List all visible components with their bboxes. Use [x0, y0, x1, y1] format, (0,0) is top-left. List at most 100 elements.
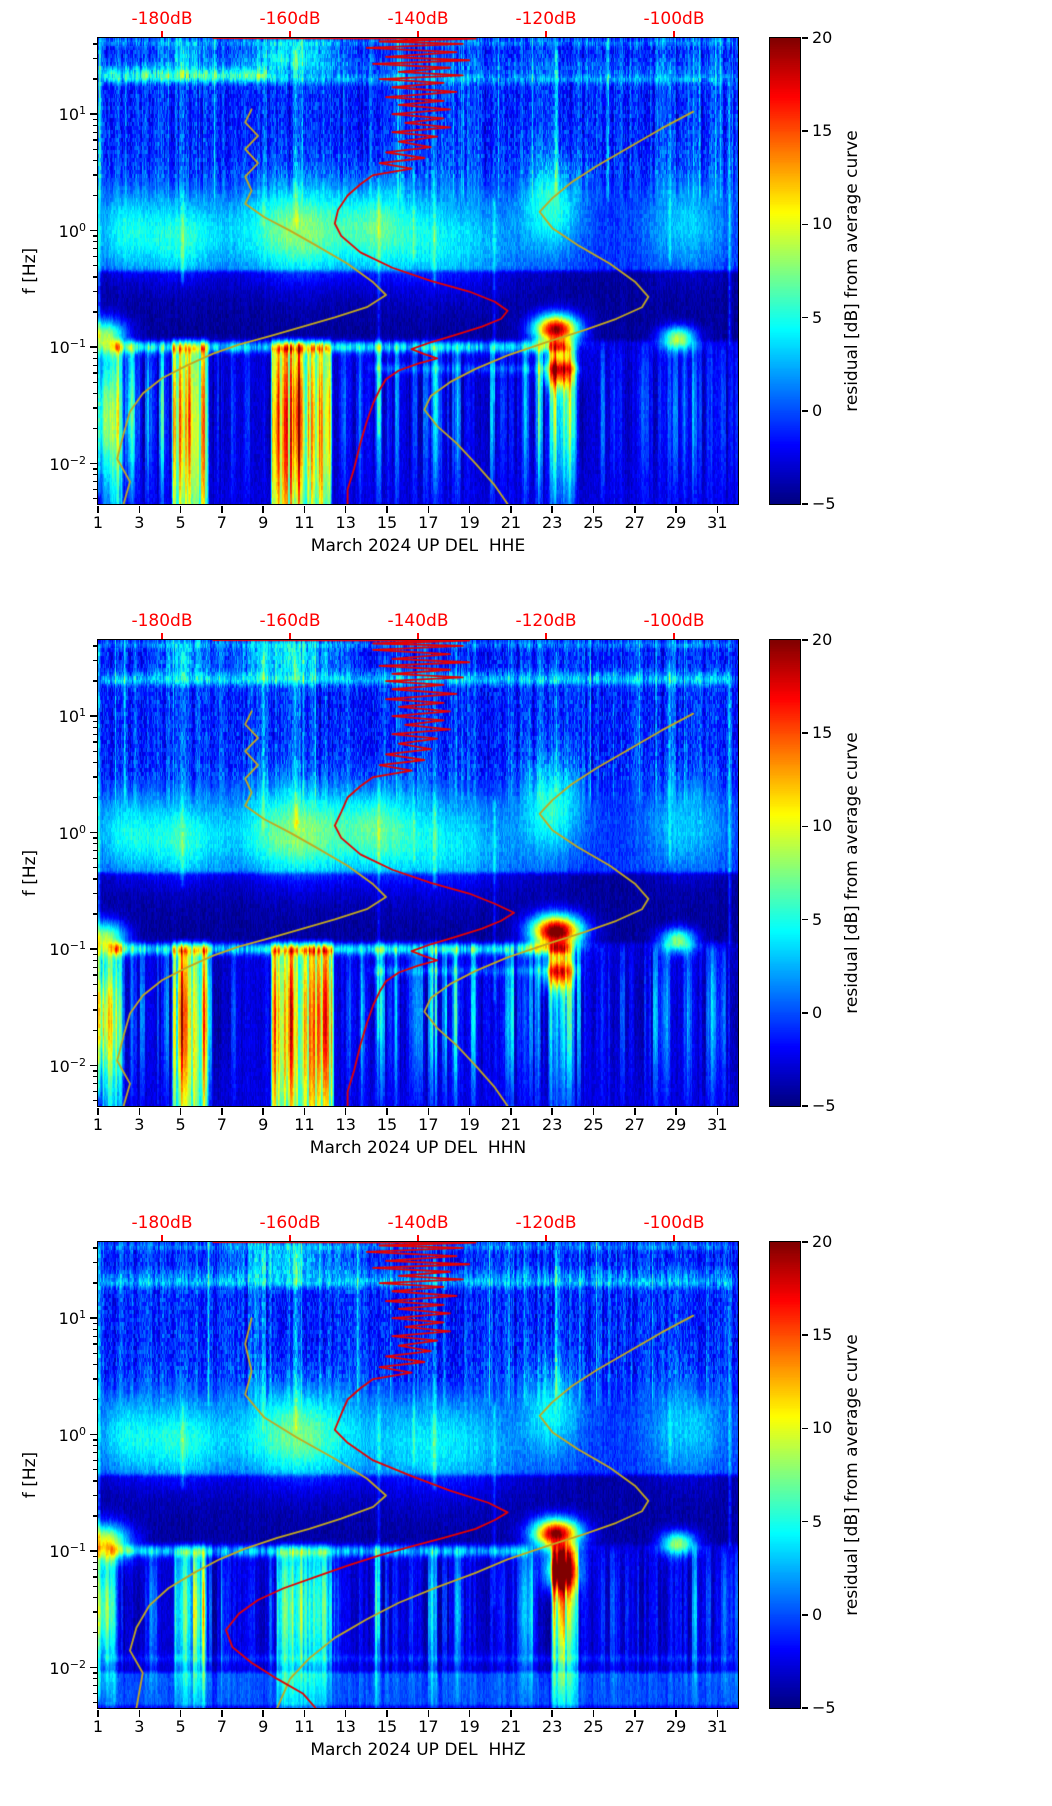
top-db-tick-mark: [289, 632, 291, 639]
day-tick-mark: [634, 1709, 636, 1717]
colorbar-tick-label: 20: [812, 28, 833, 47]
colorbar-tick-label: 10: [812, 816, 833, 836]
spectrogram-plot: [96, 1240, 739, 1709]
top-db-tick-label: -140dB: [387, 9, 449, 29]
top-db-tick-label: -140dB: [387, 1213, 449, 1233]
day-tick-label: 31: [707, 1115, 728, 1134]
day-tick-label: 9: [258, 1115, 269, 1134]
frequency-minor-tick-mark: [92, 1282, 97, 1284]
frequency-minor-tick-mark: [92, 1561, 97, 1563]
day-tick-mark: [551, 1709, 553, 1717]
frequency-tick-mark: [89, 1064, 97, 1067]
day-tick-mark: [221, 1709, 223, 1717]
day-tick-mark: [551, 1107, 553, 1115]
colorbar-tick-mark: [801, 825, 808, 828]
colorbar-tick-label: 15: [812, 723, 833, 743]
frequency-tick-mark: [89, 1666, 97, 1669]
frequency-minor-tick-mark: [92, 680, 97, 682]
colorbar-tick-label: −5: [812, 1698, 836, 1717]
day-tick-label: 11: [294, 1115, 315, 1134]
day-tick-mark: [468, 1709, 471, 1717]
frequency-minor-tick-mark: [92, 959, 97, 961]
frequency-tick-mark: [89, 831, 97, 834]
frequency-minor-tick-mark: [92, 276, 97, 278]
frequency-minor-tick-mark: [92, 265, 97, 267]
colorbar-tick-mark: [801, 1241, 808, 1243]
frequency-minor-tick-mark: [92, 139, 97, 141]
frequency-minor-tick-mark: [92, 1692, 97, 1695]
frequency-tick-mark: [89, 113, 97, 115]
colorbar-tick-label: 5: [812, 307, 823, 327]
frequency-minor-tick-mark: [92, 392, 97, 395]
frequency-minor-tick-mark: [92, 850, 97, 852]
day-tick-mark: [427, 1709, 430, 1717]
day-tick-mark: [716, 1709, 719, 1717]
top-db-tick-mark: [417, 30, 419, 37]
frequency-tick-label: 10−2: [49, 1055, 86, 1076]
spectrogram-plot: [96, 36, 739, 505]
frequency-minor-tick-mark: [92, 118, 97, 121]
frequency-tick-label: 10−2: [49, 1657, 86, 1678]
day-tick-mark: [303, 1709, 306, 1717]
day-tick-mark: [303, 505, 306, 513]
frequency-minor-tick-mark: [92, 1335, 97, 1337]
top-db-tick-mark: [673, 1234, 675, 1241]
colorbar-tick-label: −5: [812, 1096, 836, 1115]
frequency-minor-tick-mark: [92, 796, 97, 799]
colorbar-tick-label: 0: [812, 400, 823, 420]
day-tick-label: 29: [665, 1717, 687, 1736]
day-tick-label: 31: [707, 1717, 728, 1736]
frequency-minor-tick-mark: [92, 837, 97, 839]
colorbar-tick-label: 0: [812, 1604, 823, 1624]
day-tick-label: 15: [376, 1115, 398, 1134]
top-db-tick-label: -100dB: [643, 1213, 705, 1233]
frequency-minor-tick-mark: [92, 1083, 97, 1085]
frequency-minor-tick-mark: [92, 1328, 97, 1330]
day-tick-label: 19: [459, 1115, 480, 1134]
frequency-minor-tick-mark: [92, 1685, 97, 1687]
frequency-tick-mark: [89, 948, 97, 950]
frequency-minor-tick-mark: [92, 878, 97, 880]
day-tick-mark: [386, 1107, 388, 1115]
day-tick-label: 21: [500, 1717, 522, 1736]
colorbar: [768, 36, 801, 505]
colorbar-tick-label: 20: [812, 1232, 833, 1251]
frequency-minor-tick-mark: [92, 1515, 97, 1517]
day-tick-mark: [675, 1709, 677, 1717]
day-tick-label: 25: [583, 1115, 604, 1134]
day-tick-mark: [427, 1107, 430, 1115]
day-tick-label: 3: [134, 1115, 145, 1134]
frequency-minor-tick-mark: [92, 1452, 97, 1454]
day-tick-mark: [138, 505, 141, 513]
colorbar-tick-label: 5: [812, 909, 823, 929]
top-db-tick-mark: [161, 1234, 163, 1241]
frequency-minor-tick-mark: [92, 174, 97, 176]
frequency-minor-tick-mark: [92, 750, 97, 752]
frequency-tick-label: 101: [58, 705, 86, 727]
spectrogram-canvas: [97, 1241, 738, 1708]
frequency-minor-tick-mark: [92, 248, 97, 250]
day-tick-mark: [551, 505, 553, 513]
frequency-minor-tick-mark: [92, 1322, 97, 1325]
frequency-minor-tick-mark: [92, 372, 97, 374]
frequency-minor-tick-mark: [92, 1090, 97, 1093]
colorbar-tick-mark: [801, 1614, 808, 1616]
colorbar-tick-label: 5: [812, 1511, 823, 1531]
frequency-minor-tick-mark: [92, 364, 97, 366]
x-axis-label: March 2024 UP DEL HHZ: [310, 1740, 526, 1760]
top-db-tick-label: -120dB: [515, 9, 577, 29]
day-tick-mark: [634, 505, 636, 513]
frequency-tick-label: 101: [58, 1307, 86, 1329]
day-tick-label: 5: [175, 1115, 186, 1134]
frequency-tick-mark: [89, 715, 97, 717]
frequency-minor-tick-mark: [92, 290, 97, 293]
top-db-tick-label: -120dB: [515, 1213, 577, 1233]
day-tick-label: 9: [258, 513, 269, 532]
frequency-tick-mark: [89, 1317, 97, 1319]
day-tick-mark: [386, 1709, 388, 1717]
colorbar-canvas: [769, 639, 800, 1106]
frequency-minor-tick-mark: [92, 857, 97, 860]
colorbar-tick-label: −5: [812, 494, 836, 513]
frequency-minor-tick-mark: [92, 43, 97, 45]
day-tick-mark: [592, 505, 595, 513]
